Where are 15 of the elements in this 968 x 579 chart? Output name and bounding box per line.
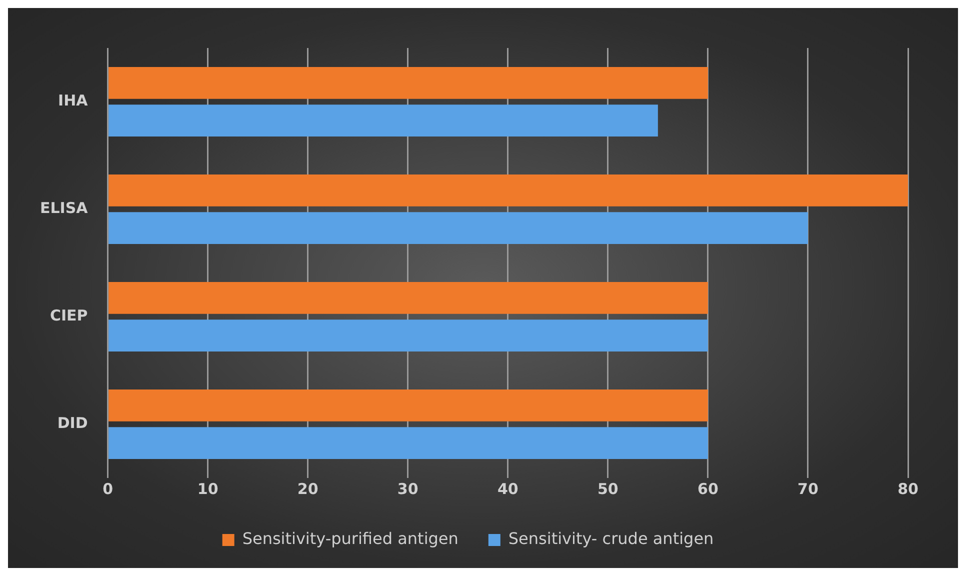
y-tick-label: IHA: [58, 92, 88, 110]
x-tick-label: 60: [698, 480, 718, 498]
x-tick-label: 20: [297, 480, 318, 498]
legend-label: Sensitivity-purified antigen: [242, 529, 458, 548]
y-tick-label: DID: [57, 414, 88, 432]
y-tick-label: ELISA: [40, 199, 88, 218]
x-tick-label: 50: [597, 480, 618, 498]
x-tick-label: 10: [197, 480, 218, 498]
y-tick-label: CIEP: [50, 306, 88, 325]
x-tick-label: 70: [798, 480, 818, 498]
x-tick-label: 30: [397, 480, 418, 498]
x-tick-label: 40: [497, 480, 518, 498]
x-tick-label: 80: [898, 480, 918, 498]
legend-label: Sensitivity- crude antigen: [508, 529, 714, 548]
x-tick-label: 0: [102, 480, 114, 498]
